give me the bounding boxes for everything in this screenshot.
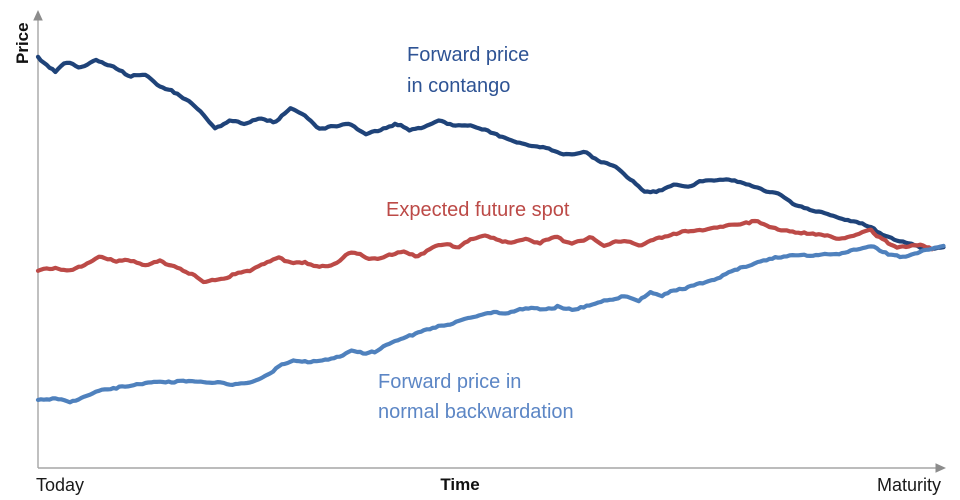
series-lines (35, 54, 946, 405)
y-axis-label: Price (13, 22, 32, 64)
x-axis-end-tick-label: Maturity (877, 475, 941, 495)
y-axis (33, 10, 43, 468)
x-axis-label: Time (440, 475, 479, 494)
annotation-backwardation-line2: normal backwardation (378, 401, 574, 423)
annotation-expected-spot-line1: Expected future spot (386, 199, 570, 221)
annotation-contango-line1: Forward price (407, 44, 529, 66)
x-axis (38, 463, 946, 473)
annotation-backwardation: Forward price in normal backwardation (378, 371, 574, 423)
x-axis-arrow-icon (935, 463, 946, 473)
annotation-contango: Forward price in contango (407, 44, 529, 97)
annotation-contango-line2: in contango (407, 75, 510, 97)
y-axis-arrow-icon (33, 10, 43, 21)
series-line-0 (35, 54, 946, 251)
x-axis-start-tick-label: Today (36, 475, 84, 495)
series-line-1 (35, 218, 934, 285)
annotation-expected-spot: Expected future spot (386, 199, 570, 221)
series-line-2 (35, 243, 946, 405)
annotation-backwardation-line1: Forward price in (378, 371, 521, 393)
